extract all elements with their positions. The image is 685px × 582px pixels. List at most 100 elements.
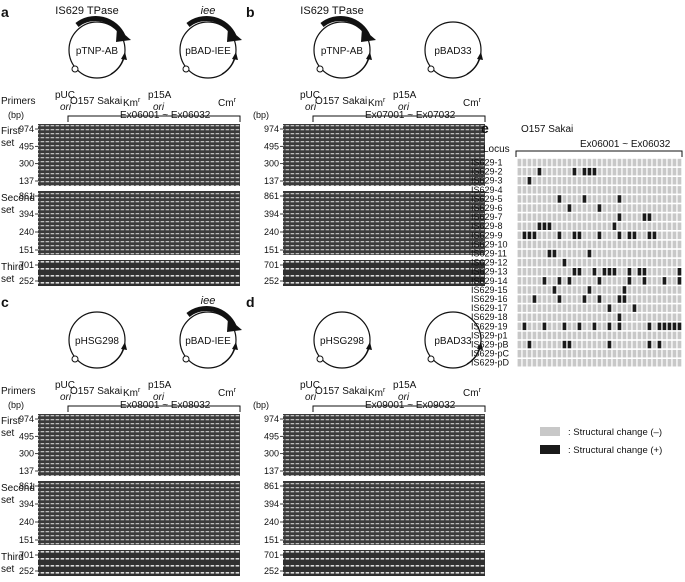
locus-label: IS629-14	[471, 276, 508, 286]
locus-cell	[657, 331, 662, 340]
locus-cell	[522, 295, 527, 303]
locus-cell	[542, 268, 547, 276]
locus-cell	[597, 313, 602, 321]
locus-cell	[572, 322, 577, 331]
locus-cell	[667, 158, 672, 167]
plasmid-right-circle	[424, 21, 482, 79]
locus-cell	[677, 304, 682, 312]
locus-cell	[517, 231, 522, 240]
locus-cell	[612, 204, 617, 212]
locus-cell	[527, 268, 532, 276]
locus-cell	[582, 331, 587, 340]
size-marker-label: 974	[19, 124, 34, 134]
size-marker-label: 300	[19, 449, 34, 459]
locus-cell	[587, 322, 592, 331]
locus-cell	[617, 177, 622, 185]
locus-cell	[662, 158, 667, 167]
locus-cell	[647, 340, 652, 349]
locus-cell	[627, 222, 632, 230]
tpase-label: IS629 TPase	[300, 5, 363, 17]
locus-cell	[592, 158, 597, 167]
locus-cell	[612, 231, 617, 240]
locus-cell	[637, 186, 642, 194]
locus-cell	[522, 204, 527, 212]
locus-cell	[532, 322, 537, 331]
locus-cell	[577, 313, 582, 321]
locus-cell	[652, 340, 657, 349]
ori-sub-left: ori	[305, 392, 317, 403]
size-marker-label: 151	[19, 245, 34, 255]
locus-cell	[532, 268, 537, 276]
locus-cell	[562, 240, 567, 249]
locus-cell	[647, 240, 652, 249]
locus-cell	[637, 331, 642, 340]
locus-cell	[657, 195, 662, 203]
size-marker-label: 861	[264, 191, 279, 201]
locus-cell	[622, 167, 627, 176]
locus-cell	[622, 349, 627, 358]
locus-cell	[657, 222, 662, 230]
size-marker-label: 974	[19, 414, 34, 424]
locus-cell	[522, 213, 527, 221]
locus-cell	[637, 213, 642, 221]
bp-unit: (bp)	[8, 400, 24, 410]
ori-label-left: pUC	[300, 90, 320, 101]
locus-cell	[607, 268, 612, 276]
locus-cell	[632, 195, 637, 203]
locus-cell	[677, 177, 682, 185]
locus-cell	[562, 231, 567, 240]
locus-cell	[647, 186, 652, 194]
locus-cell	[567, 186, 572, 194]
locus-cell	[617, 349, 622, 358]
locus-cell	[607, 340, 612, 349]
locus-cell	[547, 158, 552, 167]
locus-cell	[672, 167, 677, 176]
locus-cell	[562, 277, 567, 285]
locus-cell	[617, 304, 622, 312]
locus-cell	[622, 295, 627, 303]
locus-cell	[612, 240, 617, 249]
locus-cell	[532, 304, 537, 312]
locus-cell	[582, 204, 587, 212]
locus-cell	[672, 213, 677, 221]
locus-cell	[557, 349, 562, 358]
locus-cell	[587, 222, 592, 230]
locus-cell	[522, 222, 527, 230]
locus-cell	[522, 349, 527, 358]
size-marker-label: 701	[19, 550, 34, 560]
locus-cell	[557, 331, 562, 340]
locus-cell	[602, 268, 607, 276]
locus-cell	[612, 268, 617, 276]
locus-cell	[657, 186, 662, 194]
locus-cell	[672, 359, 677, 367]
locus-cell	[572, 258, 577, 267]
locus-cell	[657, 177, 662, 185]
locus-cell	[642, 322, 647, 331]
ori-marker-icon	[182, 355, 190, 363]
legend-label: : Structural change (+)	[568, 445, 662, 456]
locus-cell	[637, 167, 642, 176]
locus-cell	[567, 204, 572, 212]
plasmid-right-circle	[424, 311, 482, 369]
locus-cell	[572, 340, 577, 349]
plasmid-left-circle	[68, 21, 126, 79]
locus-cell	[557, 304, 562, 312]
locus-cell	[557, 240, 562, 249]
locus-label: IS629-15	[471, 285, 508, 295]
locus-cell	[557, 177, 562, 185]
locus-cell	[557, 249, 562, 258]
size-marker-label: 240	[19, 517, 34, 527]
locus-cell	[672, 268, 677, 276]
strain-label: O157 Sakai	[315, 96, 367, 107]
locus-cell	[532, 167, 537, 176]
locus-cell	[662, 295, 667, 303]
locus-cell	[617, 258, 622, 267]
locus-cell	[677, 231, 682, 240]
locus-cell	[567, 295, 572, 303]
locus-cell	[572, 349, 577, 358]
locus-cell	[597, 331, 602, 340]
locus-cell	[597, 167, 602, 176]
locus-cell	[607, 277, 612, 285]
locus-cell	[517, 277, 522, 285]
size-marker-label: 240	[19, 227, 34, 237]
